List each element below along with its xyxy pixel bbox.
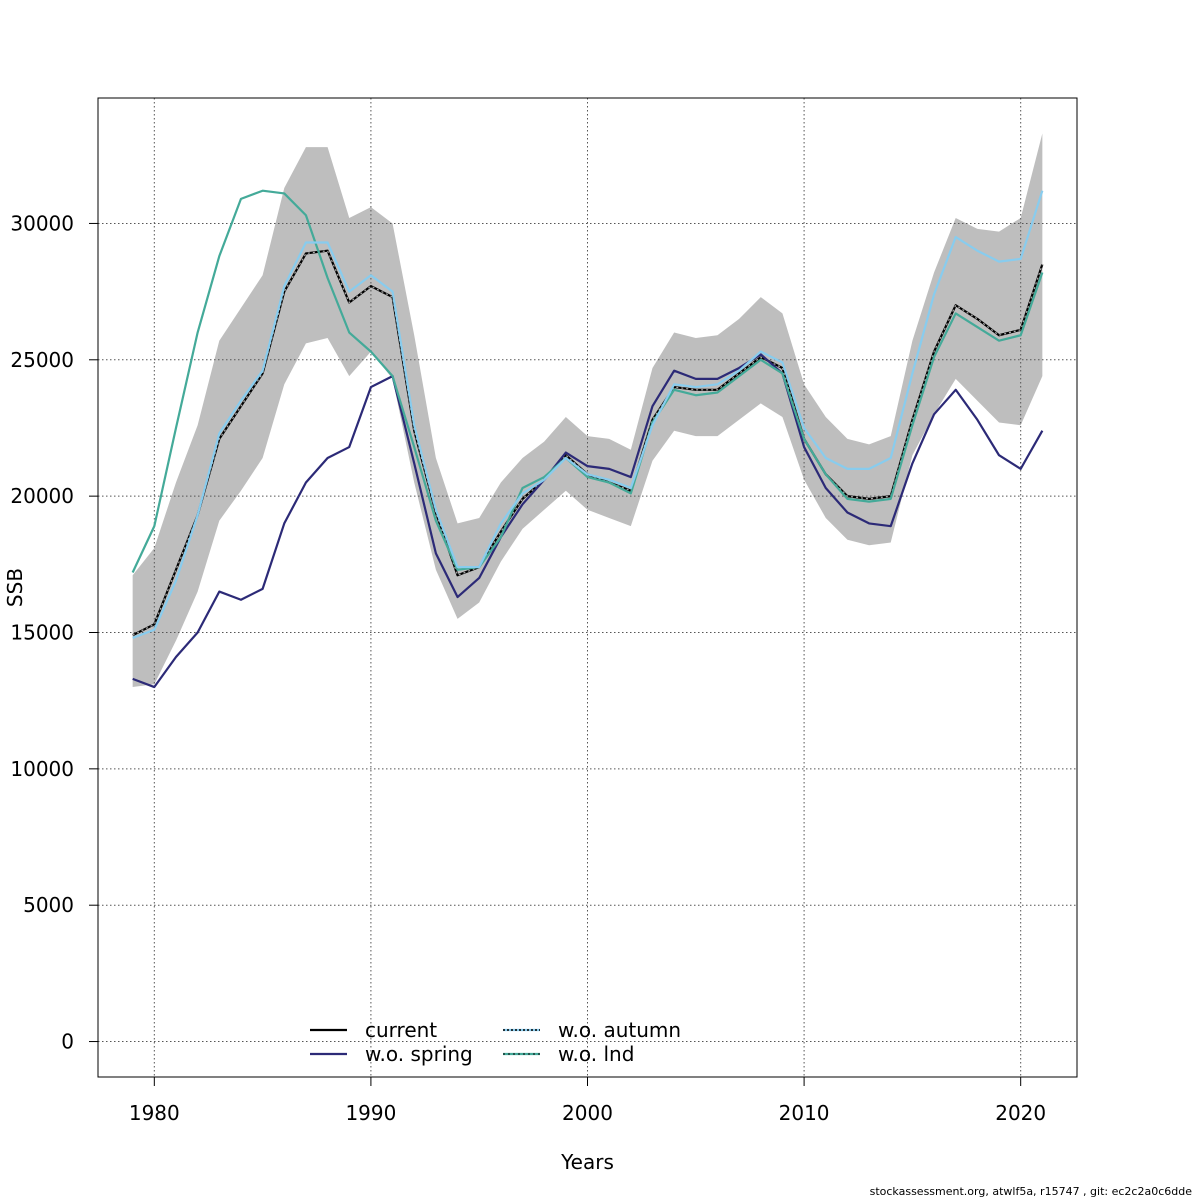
legend-label-w-o-lnd: w.o. lnd [558, 1042, 634, 1066]
legend-label-current: current [365, 1018, 437, 1042]
legend-label-w-o-autumn: w.o. autumn [558, 1018, 681, 1042]
confidence-band [132, 133, 1043, 688]
x-tick-label: 2020 [995, 1101, 1046, 1125]
grid-layer [98, 98, 1077, 1077]
y-tick-label: 15000 [10, 620, 74, 644]
confidence-band-layer [132, 133, 1043, 688]
y-tick-label: 10000 [10, 757, 74, 781]
x-tick-label: 1980 [129, 1101, 180, 1125]
series-line-w-o-spring [132, 353, 1044, 689]
y-axis: 0 5000 10000 15000 20000 25000 30000 [10, 211, 98, 1054]
x-tick-label: 2010 [779, 1101, 830, 1125]
x-axis: 1980 1990 2000 2010 2020 [129, 1077, 1046, 1125]
series-layer [131, 189, 1044, 689]
x-tick-label: 1990 [345, 1101, 396, 1125]
legend-label-w-o-spring: w.o. spring [365, 1042, 473, 1066]
y-axis-label: SSB [3, 568, 27, 607]
y-tick-label: 30000 [10, 211, 74, 235]
series-line-w-o-autumn [132, 190, 1044, 639]
y-tick-label: 25000 [10, 348, 74, 372]
y-tick-label: 20000 [10, 484, 74, 508]
y-tick-label: 0 [61, 1030, 74, 1054]
y-tick-label: 5000 [23, 893, 74, 917]
series-line-w-o-lnd [131, 189, 1044, 573]
x-tick-label: 2000 [562, 1101, 613, 1125]
x-axis-label: Years [560, 1150, 614, 1174]
footer-note: stockassessment.org, atwlf5a, r15747 , g… [869, 1185, 1192, 1198]
